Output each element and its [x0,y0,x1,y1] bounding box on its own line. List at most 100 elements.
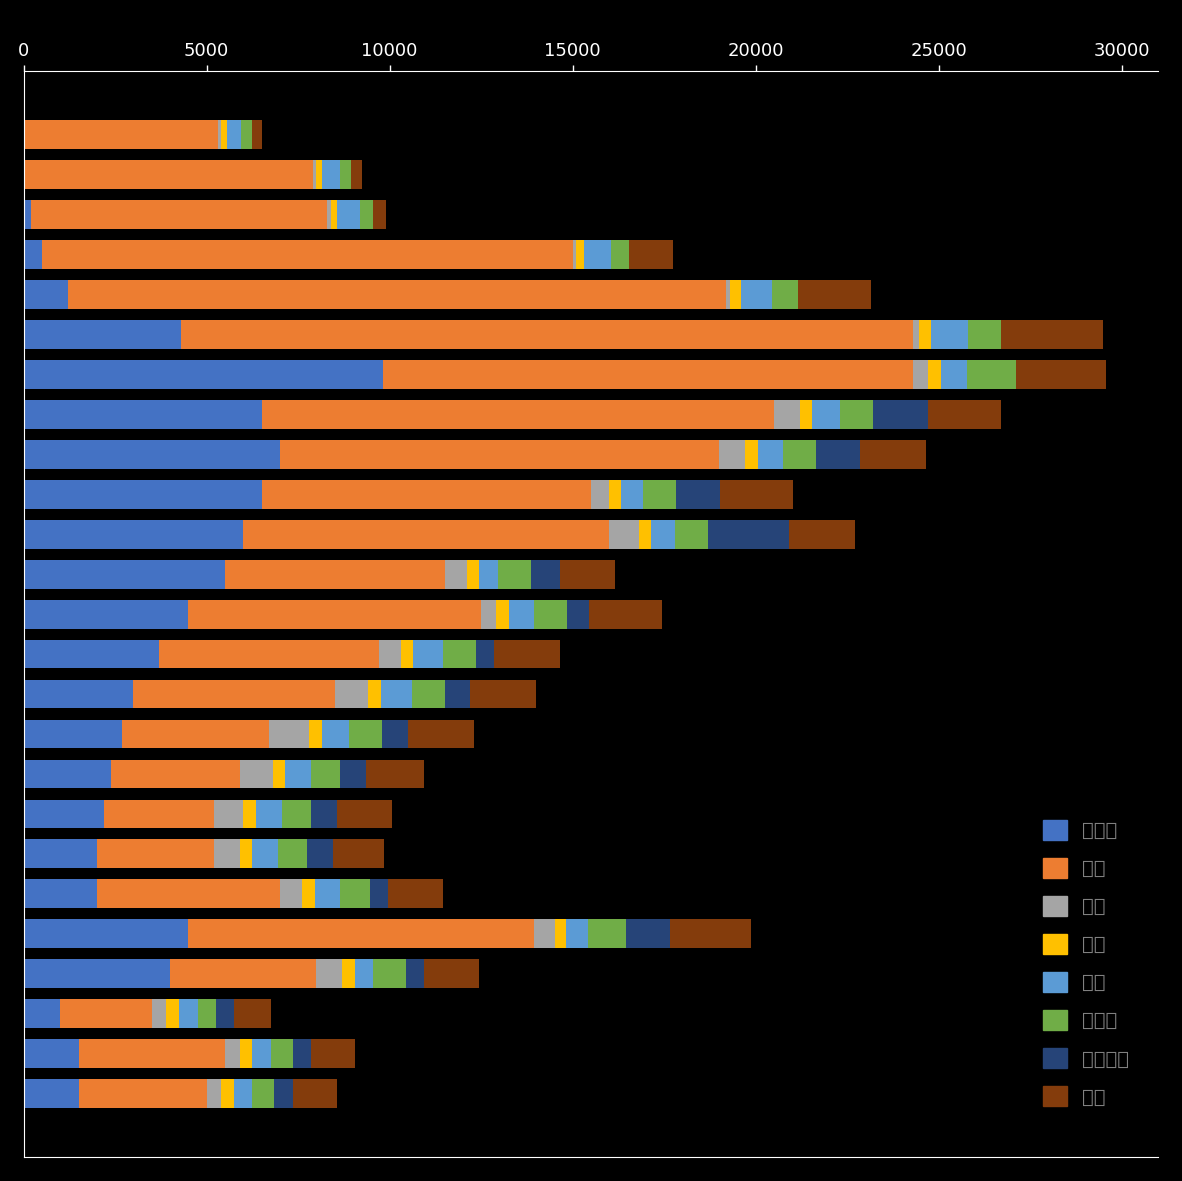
Bar [366,759,424,789]
Bar [774,400,800,429]
Bar [281,800,311,828]
Bar [378,640,401,668]
Bar [67,280,727,309]
Bar [467,560,480,588]
Bar [335,679,368,709]
Bar [643,479,676,509]
Bar [188,919,534,948]
Bar [611,240,630,269]
Bar [240,759,273,789]
Bar [475,640,494,668]
Bar [243,520,609,549]
Bar [253,1039,271,1068]
Bar [24,719,123,749]
Bar [374,959,407,988]
Bar [214,800,243,828]
Bar [812,400,840,429]
Bar [24,800,104,828]
Bar [745,439,758,469]
Bar [609,479,621,509]
Bar [708,520,788,549]
Bar [313,161,317,189]
Bar [350,719,382,749]
Bar [331,200,337,229]
Bar [772,280,798,309]
Bar [675,520,708,549]
Bar [480,560,498,588]
Bar [24,919,188,948]
Bar [928,360,941,389]
Bar [534,919,556,948]
Bar [577,240,584,269]
Bar [180,999,197,1029]
Bar [221,1079,234,1108]
Bar [534,600,567,628]
Bar [408,719,474,749]
Bar [24,959,170,988]
Bar [676,479,720,509]
Bar [798,280,871,309]
Bar [181,320,914,348]
Bar [123,719,268,749]
Bar [591,479,609,509]
Bar [388,880,443,908]
Bar [268,719,310,749]
Bar [24,1039,78,1068]
Bar [134,679,335,709]
Bar [872,400,928,429]
Bar [531,560,560,588]
Bar [225,560,444,588]
Bar [111,759,240,789]
Bar [670,919,751,948]
Bar [167,999,180,1029]
Bar [240,1039,253,1068]
Bar [253,840,278,868]
Bar [941,360,967,389]
Bar [311,1039,355,1068]
Bar [151,999,167,1029]
Bar [261,479,591,509]
Bar [928,400,1001,429]
Bar [444,560,467,588]
Bar [311,800,337,828]
Bar [24,320,181,348]
Bar [301,880,314,908]
Bar [31,200,327,229]
Bar [24,161,313,189]
Bar [217,120,221,149]
Bar [256,800,281,828]
Bar [340,759,366,789]
Bar [556,919,566,948]
Bar [573,240,577,269]
Bar [241,120,253,149]
Bar [758,439,784,469]
Bar [638,520,651,549]
Bar [840,400,872,429]
Bar [741,280,772,309]
Bar [234,999,271,1029]
Bar [368,679,381,709]
Bar [24,280,67,309]
Bar [340,161,351,189]
Bar [424,959,480,988]
Bar [918,320,931,348]
Bar [225,1039,240,1068]
Bar [651,520,675,549]
Bar [340,880,370,908]
Bar [41,240,573,269]
Bar [280,880,301,908]
Bar [24,240,41,269]
Bar [630,240,674,269]
Bar [913,360,928,389]
Bar [314,880,340,908]
Bar [327,200,331,229]
Bar [24,439,280,469]
Bar [227,120,241,149]
Bar [508,600,534,628]
Bar [24,679,134,709]
Bar [382,719,408,749]
Bar [322,161,340,189]
Bar [78,1039,225,1068]
Bar [293,1079,337,1108]
Bar [567,600,589,628]
